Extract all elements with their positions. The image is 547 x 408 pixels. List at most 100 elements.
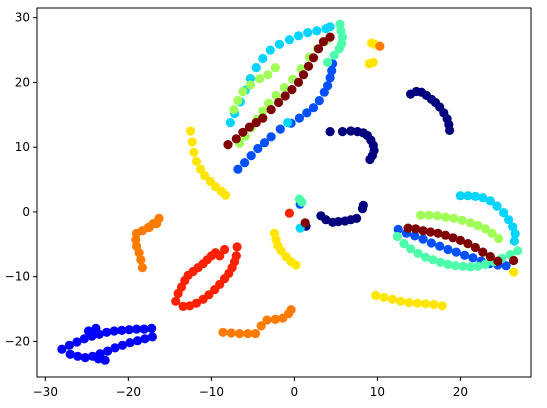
data-point-yellow	[200, 171, 210, 181]
data-point-blue	[117, 340, 128, 350]
data-point-blue	[132, 324, 142, 334]
data-point-royalblue	[266, 132, 276, 142]
data-point-cyan	[284, 35, 294, 45]
data-point-blue	[65, 349, 75, 359]
data-point-orange	[235, 329, 245, 339]
data-point-maroon	[298, 70, 309, 80]
data-point-lime	[245, 80, 255, 90]
data-point-lime	[416, 210, 426, 220]
data-point-red	[215, 251, 225, 261]
data-point-royalblue	[468, 253, 478, 263]
data-point-maroon	[433, 228, 443, 238]
data-point-maroon	[266, 105, 276, 115]
data-point-orange	[286, 305, 296, 315]
data-point-royalblue	[393, 224, 403, 234]
data-point-orange	[134, 248, 144, 258]
data-point-cyan	[274, 39, 284, 49]
data-point-maroon	[403, 223, 413, 233]
data-point-orange	[218, 327, 228, 337]
data-point-blue	[132, 336, 143, 346]
data-point-cyan	[225, 118, 235, 128]
data-point-cyan	[478, 193, 488, 203]
data-point-maroon	[478, 247, 488, 257]
data-point-lime	[424, 210, 434, 220]
data-points-layer	[57, 19, 523, 365]
data-point-lime	[258, 106, 268, 116]
data-point-aquamarine	[428, 255, 438, 265]
y-tick-label: 10	[15, 140, 30, 154]
data-point-royalblue	[314, 96, 324, 106]
data-point-lime	[263, 70, 273, 80]
data-point-blue	[125, 338, 135, 348]
data-point-lime	[494, 233, 504, 244]
data-point-lime	[271, 90, 281, 100]
data-point-aquamarine	[450, 261, 460, 271]
data-point-red	[284, 208, 294, 218]
data-point-blue	[117, 325, 127, 335]
data-point-yellow	[191, 156, 201, 166]
data-point-lime	[487, 228, 497, 238]
data-point-maroon	[300, 218, 310, 228]
data-point-navy	[445, 125, 455, 135]
x-tick-label: −10	[199, 385, 224, 399]
data-point-aquamarine	[421, 252, 431, 262]
data-point-maroon	[440, 230, 451, 240]
data-point-yellow	[387, 294, 397, 304]
data-point-blue	[72, 337, 82, 347]
data-point-navy	[337, 127, 348, 137]
data-point-maroon	[251, 118, 261, 128]
data-point-royalblue	[275, 124, 285, 134]
data-point-cyan	[258, 53, 268, 64]
data-point-cyan	[455, 191, 465, 201]
data-point-blue	[110, 343, 120, 353]
y-tick-label: 0	[22, 205, 30, 219]
data-point-royalblue	[308, 103, 319, 113]
data-point-maroon	[258, 113, 268, 123]
data-point-yellow	[421, 299, 431, 309]
data-point-orange	[243, 329, 253, 339]
data-point-lime	[480, 224, 490, 234]
data-point-lime	[270, 63, 280, 73]
data-point-blue	[102, 327, 112, 337]
data-point-cyan	[508, 222, 518, 232]
data-point-cyan	[303, 27, 313, 38]
data-point-blue	[91, 323, 101, 333]
data-point-lime	[238, 86, 248, 97]
data-point-blue	[64, 340, 74, 350]
data-point-royalblue	[246, 151, 256, 161]
data-point-blue	[140, 334, 150, 344]
data-point-maroon	[303, 61, 314, 71]
data-point-yellow	[291, 260, 301, 270]
data-point-maroon	[274, 97, 284, 108]
data-point-blue	[73, 351, 83, 361]
data-point-orange	[270, 314, 280, 324]
data-point-navy	[365, 154, 375, 165]
data-point-yellow	[437, 301, 447, 311]
data-point-blue	[139, 324, 149, 334]
data-point-yellow	[186, 126, 196, 136]
data-point-royalblue	[435, 241, 445, 251]
data-point-blue	[80, 353, 90, 363]
data-point-lime	[254, 74, 265, 84]
y-tick-label: −20	[5, 334, 30, 348]
data-point-cyan	[325, 22, 335, 32]
data-point-lime	[440, 212, 451, 222]
data-point-cyan	[251, 63, 261, 73]
data-point-royalblue	[253, 143, 263, 154]
data-point-aquamarine	[406, 244, 416, 254]
data-point-maroon	[238, 127, 248, 137]
data-point-aquamarine	[297, 197, 307, 207]
data-point-maroon	[318, 37, 328, 47]
data-point-lime	[233, 96, 243, 106]
data-point-maroon	[244, 122, 255, 132]
data-point-blue	[57, 344, 67, 354]
data-point-yellow	[364, 59, 374, 69]
data-point-royalblue	[501, 261, 511, 271]
data-point-maroon	[463, 239, 473, 249]
data-point-maroon	[425, 227, 436, 237]
data-point-lime	[473, 220, 483, 231]
data-point-aquamarine	[443, 259, 453, 269]
data-point-lime	[449, 213, 459, 223]
data-point-yellow	[371, 290, 381, 300]
